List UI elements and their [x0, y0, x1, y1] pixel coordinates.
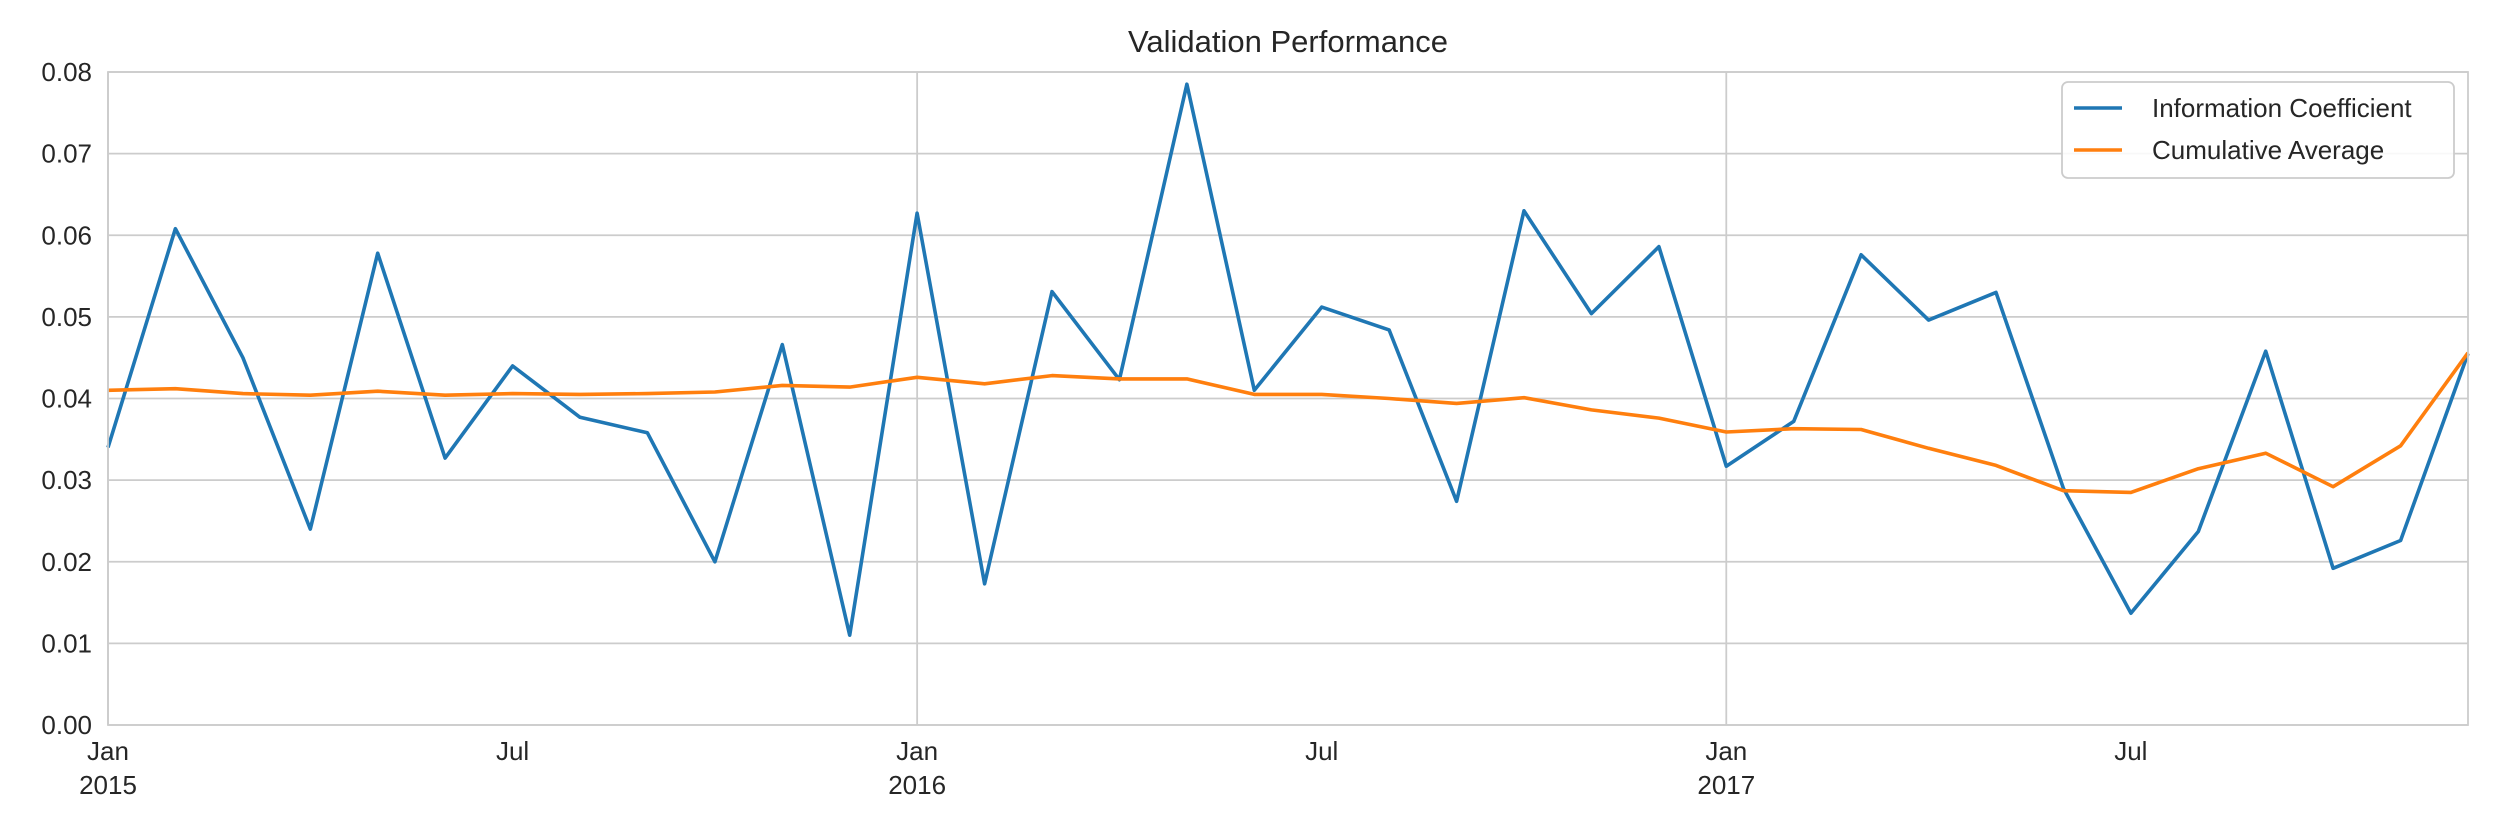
legend-label: Cumulative Average	[2152, 135, 2384, 165]
y-tick-label: 0.04	[41, 384, 92, 414]
x-tick-year-label: 2016	[888, 770, 946, 800]
x-tick-label: Jul	[1305, 736, 1338, 766]
x-tick-label: Jan	[1705, 736, 1747, 766]
x-tick-label: Jul	[496, 736, 529, 766]
y-tick-label: 0.00	[41, 710, 92, 740]
y-tick-label: 0.03	[41, 465, 92, 495]
y-tick-label: 0.06	[41, 220, 92, 250]
plot-frame	[107, 71, 2469, 726]
x-tick-year-label: 2015	[79, 770, 137, 800]
series-line-cumulative-average	[107, 351, 2470, 495]
legend-box	[2061, 81, 2455, 179]
chart-title: Validation Performance	[1128, 24, 1448, 59]
series-line-information-coefficient	[106, 82, 2470, 638]
y-axis-ticks: 0.00 0.01 0.02 0.03 0.04 0.05 0.06 0.07 0.08	[41, 57, 92, 740]
x-tick-year-label: 2017	[1697, 770, 1755, 800]
series-lines	[106, 82, 2470, 638]
legend-label: Information Coefficient	[2152, 93, 2412, 123]
x-axis-ticks: Jan 2015 Jul Jan 2016 Jul Jan 2017 Jul	[79, 736, 2147, 800]
x-tick-label: Jan	[896, 736, 938, 766]
legend: Information Coefficient Cumulative Averag…	[2061, 81, 2455, 179]
y-tick-label: 0.05	[41, 302, 92, 332]
y-tick-label: 0.08	[41, 57, 92, 87]
x-tick-label: Jul	[2114, 736, 2147, 766]
y-tick-label: 0.01	[41, 628, 92, 658]
y-tick-label: 0.02	[41, 547, 92, 577]
y-tick-label: 0.07	[41, 139, 92, 169]
x-tick-label: Jan	[87, 736, 129, 766]
